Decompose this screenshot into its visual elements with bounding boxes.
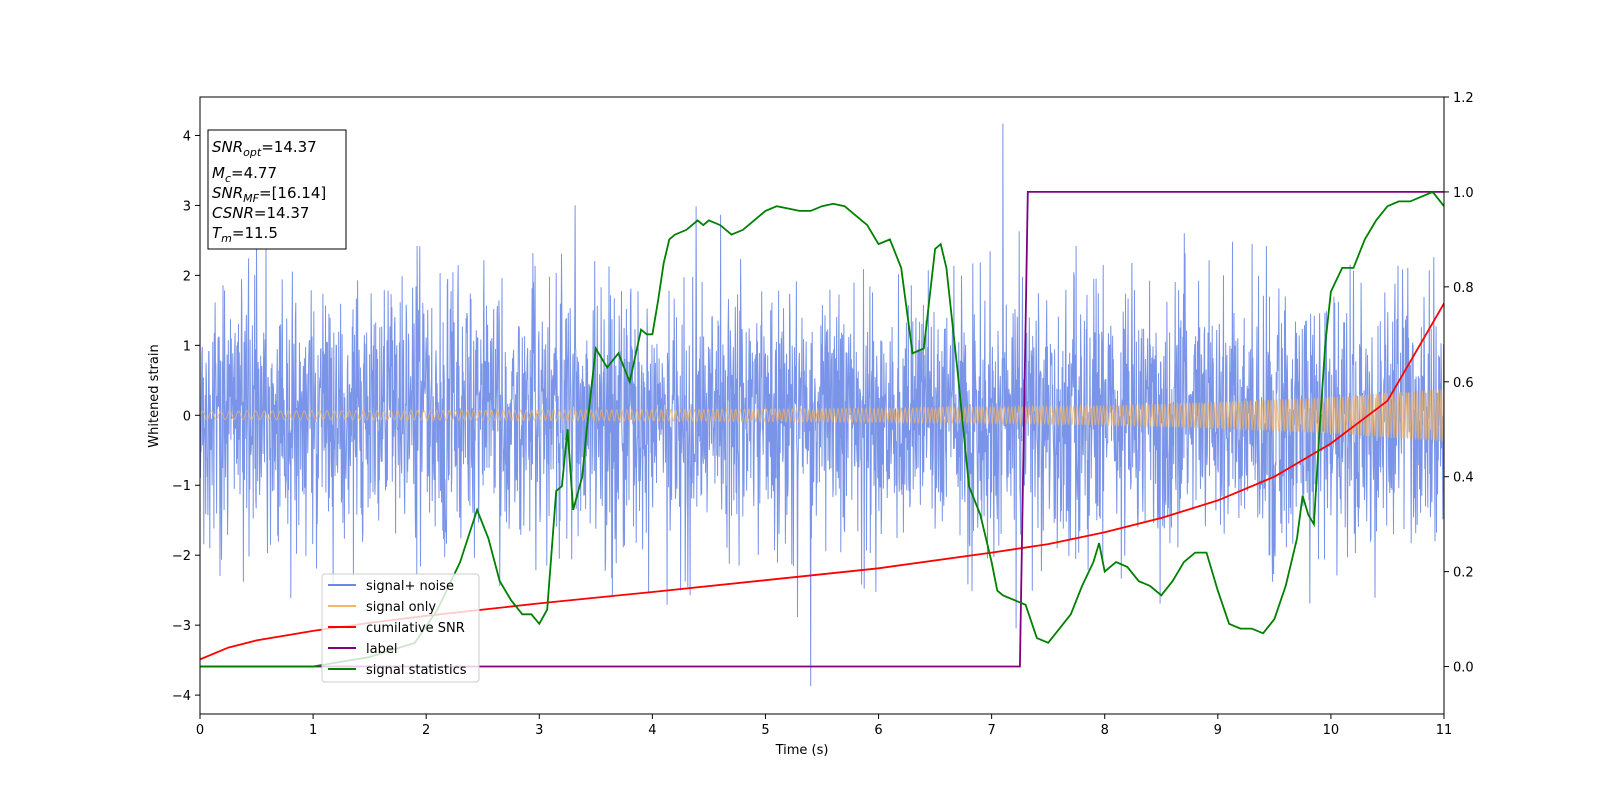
x-axis-label: Time (s)	[775, 743, 829, 758]
y-axis-label: Whitened strain	[147, 344, 162, 447]
info-snr-opt: SNRopt=14.37	[212, 138, 317, 159]
y-right-tick-label: 0.0	[1453, 661, 1474, 676]
legend-label: cumilative SNR	[366, 621, 465, 636]
x-tick-label: 4	[648, 723, 656, 738]
x-tick-label: 3	[535, 723, 543, 738]
y-left-tick-label: 1	[183, 339, 191, 354]
y-right-tick-label: 0.6	[1453, 376, 1474, 391]
y-right-tick-label: 1.0	[1453, 186, 1474, 201]
y-left-tick-label: 0	[183, 409, 191, 424]
x-tick-label: 9	[1214, 723, 1222, 738]
legend: signal+ noise signal only cumilative SNR la…	[321, 573, 480, 683]
info-snr-mf: SNRMF=[16.14]	[212, 184, 326, 205]
x-tick-label: 7	[987, 723, 995, 738]
plot-area	[200, 123, 1444, 687]
series-label-line	[200, 191, 1444, 668]
info-box-frame	[207, 129, 347, 250]
y-left-tick-label: 2	[183, 269, 191, 284]
series-signal-only-line	[200, 389, 1444, 442]
legend-frame	[321, 573, 480, 683]
x-tick-label: 0	[196, 723, 204, 738]
axes-frame	[199, 96, 1445, 715]
y-left-tick-label: −4	[172, 689, 191, 704]
y-right-tick-label: 1.2	[1453, 91, 1474, 106]
series-cumulative-snr-line	[200, 303, 1444, 661]
x-tick-label: 6	[874, 723, 882, 738]
x-tick-label: 10	[1323, 723, 1340, 738]
legend-label: signal statistics	[366, 663, 467, 678]
info-mc: Mc=4.77	[212, 164, 277, 185]
y-left-tick-label: −2	[172, 549, 191, 564]
y-right-tick-label: 0.8	[1453, 281, 1474, 296]
y-left-tick-label: 4	[183, 129, 191, 144]
y-left-tick-label: −1	[172, 479, 191, 494]
series-group	[200, 123, 1444, 687]
info-csnr: CSNR=14.37	[212, 204, 309, 222]
series-signal-noise-line	[200, 123, 1444, 687]
x-tick-label: 2	[422, 723, 430, 738]
x-tick-label: 8	[1101, 723, 1109, 738]
info-tm: Tm=11.5	[212, 224, 278, 245]
x-tick-label: 1	[309, 723, 317, 738]
legend-label: label	[366, 642, 397, 657]
axes: 0 1 2 3 4 5 6 7 8 9 10 11 −4 −3 −2 −1 0 1 2 3 4 0.0 0.2 0.4 0.6 0…	[172, 91, 1474, 738]
y-left-tick-label: 3	[183, 199, 191, 214]
y-left-tick-label: −3	[172, 619, 191, 634]
legend-label: signal+ noise	[366, 579, 454, 594]
info-box: SNRopt=14.37 Mc=4.77 SNRMF=[16.14] CSNR=…	[207, 129, 347, 250]
legend-label: signal only	[366, 600, 436, 615]
y-right-tick-label: 0.4	[1453, 471, 1474, 486]
series-signal-statistics-line	[200, 190, 1444, 668]
y-right-tick-label: 0.2	[1453, 566, 1474, 581]
x-tick-label: 11	[1436, 723, 1453, 738]
x-tick-label: 5	[761, 723, 769, 738]
